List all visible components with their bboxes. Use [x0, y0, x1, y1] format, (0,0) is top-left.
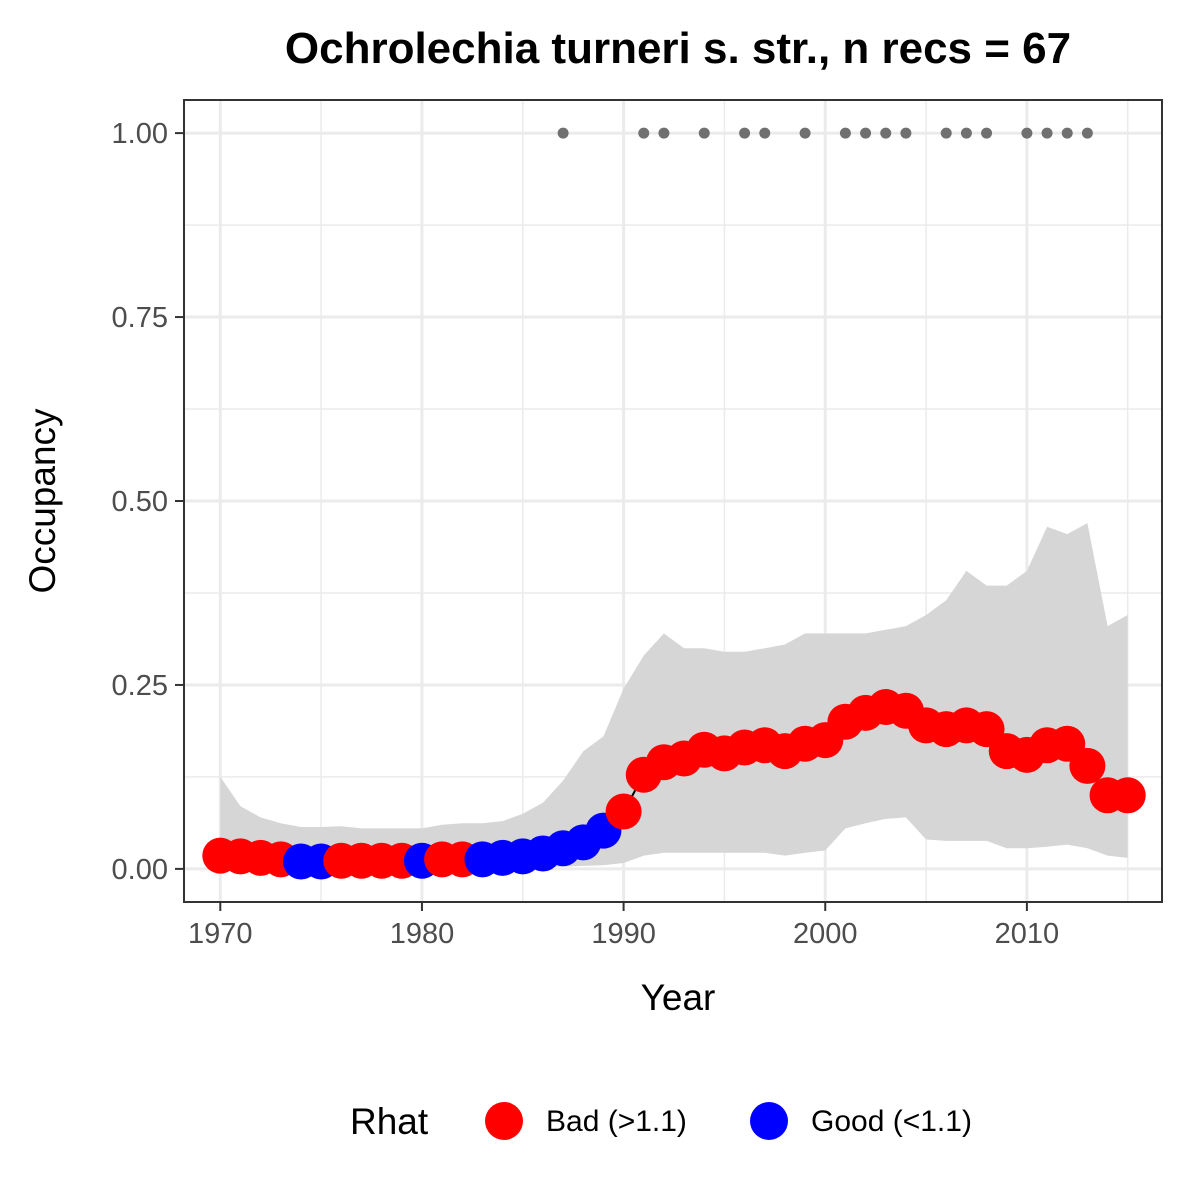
record-point [1081, 127, 1093, 139]
chart-title: Ochrolechia turneri s. str., n recs = 67 [285, 24, 1071, 73]
occupancy-point [605, 793, 642, 830]
record-point [658, 127, 670, 139]
x-axis-title: Year [641, 977, 716, 1018]
occupancy-point [1069, 747, 1106, 784]
x-tick-label: 2010 [995, 918, 1060, 950]
record-point [1041, 127, 1053, 139]
y-axis: 0.00 0.25 0.50 0.75 1.00 [112, 118, 184, 886]
y-axis-title: Occupancy [22, 408, 63, 594]
x-tick-label: 1970 [188, 918, 253, 950]
y-tick-label: 0.75 [112, 302, 168, 334]
legend-key-bad [485, 1102, 523, 1140]
record-point [960, 127, 972, 139]
record-point [981, 127, 993, 139]
legend-label-bad: Bad (>1.1) [546, 1105, 687, 1138]
record-point [739, 127, 751, 139]
legend-label-good: Good (<1.1) [811, 1105, 972, 1138]
record-point [698, 127, 710, 139]
record-point [638, 127, 650, 139]
credible-interval-ribbon [220, 523, 1128, 868]
record-point [557, 127, 569, 139]
y-tick-label: 0.00 [112, 854, 168, 886]
record-point [1021, 127, 1033, 139]
record-point [880, 127, 892, 139]
occupancy-point [1109, 777, 1146, 814]
record-point [860, 127, 872, 139]
x-tick-label: 1980 [390, 918, 455, 950]
record-point [839, 127, 851, 139]
record-point [1061, 127, 1073, 139]
record-points-layer [557, 127, 1093, 139]
x-axis: 1970 1980 1990 2000 2010 [188, 902, 1059, 950]
y-tick-label: 0.25 [112, 670, 168, 702]
y-tick-label: 0.50 [112, 486, 168, 518]
x-tick-label: 2000 [793, 918, 858, 950]
credible-interval-layer [220, 523, 1128, 868]
legend-key-good [750, 1102, 788, 1140]
record-point [759, 127, 771, 139]
record-point [900, 127, 912, 139]
x-tick-label: 1990 [591, 918, 656, 950]
legend-title: Rhat [350, 1101, 429, 1142]
record-point [940, 127, 952, 139]
record-point [799, 127, 811, 139]
legend: Rhat Bad (>1.1) Good (<1.1) [350, 1101, 972, 1142]
occupancy-points-layer [202, 689, 1146, 880]
y-tick-label: 1.00 [112, 118, 168, 150]
